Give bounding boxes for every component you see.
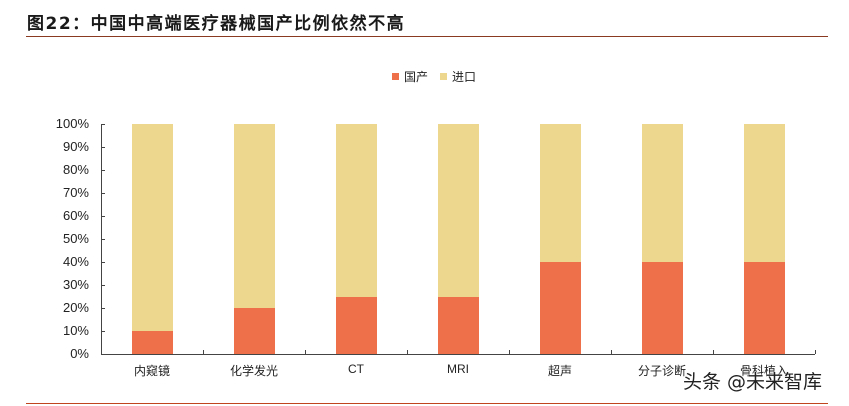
y-tick <box>101 147 105 148</box>
y-tick <box>101 124 105 125</box>
legend-swatch-domestic <box>392 73 399 80</box>
y-tick <box>101 216 105 217</box>
legend-swatch-import <box>440 73 448 80</box>
bar-import <box>132 124 173 331</box>
bar-domestic <box>540 262 581 354</box>
x-tick <box>713 350 714 354</box>
x-tick <box>407 350 408 354</box>
y-tick-label: 90% <box>62 139 89 154</box>
y-tick <box>101 354 105 355</box>
y-tick-label: 80% <box>62 162 89 177</box>
x-tick <box>203 350 204 354</box>
bar-import <box>438 124 479 297</box>
y-tick <box>101 193 105 194</box>
y-tick-label: 10% <box>62 323 89 338</box>
title-divider <box>26 36 828 37</box>
x-tick <box>509 350 510 354</box>
bar-import <box>642 124 683 262</box>
bar-domestic <box>744 262 785 354</box>
x-category-label: 骨科植入 <box>739 364 788 378</box>
y-tick <box>101 170 105 171</box>
x-tick <box>611 350 612 354</box>
y-tick <box>101 308 105 309</box>
footer-divider <box>26 403 828 404</box>
x-category-label: MRI <box>447 362 469 376</box>
x-tick <box>815 350 816 354</box>
y-tick <box>101 285 105 286</box>
y-tick <box>101 331 105 332</box>
chart-legend: 国产 进口 <box>392 68 488 85</box>
bar-domestic <box>642 262 683 354</box>
y-tick <box>101 262 105 263</box>
bar-import <box>336 124 377 297</box>
y-tick-label: 0% <box>70 346 89 361</box>
legend-label-domestic: 国产 <box>404 70 429 84</box>
x-category-label: 内窥镜 <box>133 364 170 378</box>
bar-import <box>744 124 785 262</box>
y-tick-label: 50% <box>62 231 89 246</box>
legend-item-import: 进口 <box>440 68 476 85</box>
y-tick-label: 70% <box>62 185 89 200</box>
y-tick-label: 100% <box>55 116 89 131</box>
legend-item-domestic: 国产 <box>392 68 428 85</box>
x-category-label: CT <box>348 362 364 376</box>
x-category-label: 分子诊断 <box>637 364 686 378</box>
watermark: 头条 @未来智库 <box>683 371 823 393</box>
y-tick-label: 30% <box>62 277 89 292</box>
x-tick <box>305 350 306 354</box>
bar-domestic <box>336 297 377 354</box>
x-category-label: 超声 <box>547 364 572 378</box>
bar-import <box>234 124 275 308</box>
legend-label-import: 进口 <box>452 70 477 84</box>
chart-title: 图22：中国中高端医疗器械国产比例依然不高 <box>27 14 406 34</box>
y-tick-label: 40% <box>62 254 89 269</box>
y-tick-label: 60% <box>62 208 89 223</box>
y-tick-label: 20% <box>62 300 89 315</box>
bar-domestic <box>438 297 479 354</box>
x-axis <box>101 354 815 355</box>
bar-domestic <box>234 308 275 354</box>
x-category-label: 化学发光 <box>229 364 278 378</box>
bar-domestic <box>132 331 173 354</box>
bar-import <box>540 124 581 262</box>
y-tick <box>101 239 105 240</box>
